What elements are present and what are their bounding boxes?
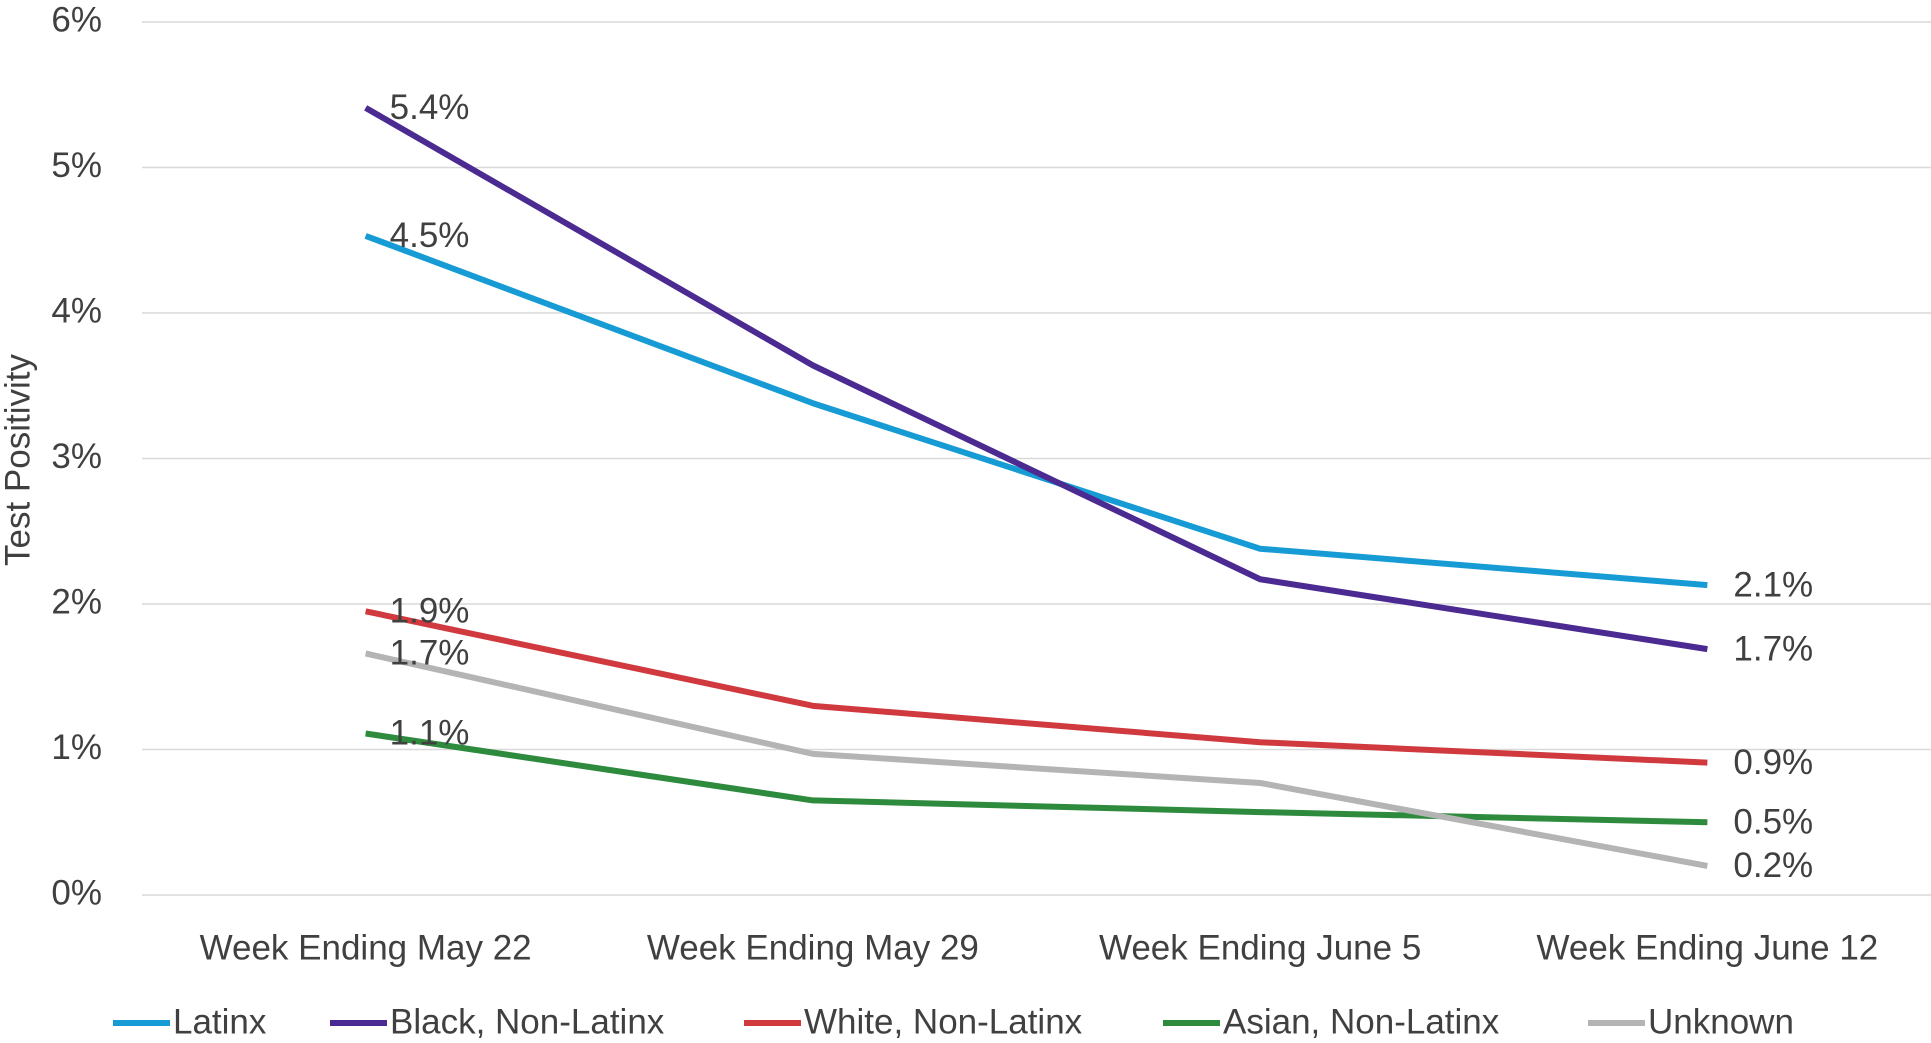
data-label: 2.1% [1733, 565, 1813, 604]
series-line [364, 105, 1708, 653]
data-label: 1.9% [390, 592, 470, 631]
data-label: 5.4% [390, 88, 470, 127]
y-tick-label: 5% [51, 146, 102, 185]
legend-label: Latinx [173, 1002, 267, 1041]
data-label: 1.1% [390, 714, 470, 753]
series-line [365, 608, 1708, 766]
x-tick-label: Week Ending May 29 [647, 928, 979, 967]
data-label: 1.7% [390, 634, 470, 673]
y-tick-label: 4% [51, 291, 102, 330]
x-tick-label: Week Ending June 5 [1099, 928, 1421, 967]
y-tick-label: 3% [51, 437, 102, 476]
data-label: 0.9% [1733, 743, 1813, 782]
legend-label: Asian, Non-Latinx [1223, 1002, 1500, 1041]
legend-label: White, Non-Latinx [804, 1002, 1083, 1041]
legend-label: Black, Non-Latinx [390, 1002, 665, 1041]
y-tick-label: 0% [51, 873, 102, 912]
series-line [365, 730, 1708, 826]
data-label: 1.7% [1733, 629, 1813, 668]
series-line [364, 650, 1708, 869]
series-line [364, 233, 1708, 589]
data-label: 0.5% [1733, 803, 1813, 842]
y-tick-label: 1% [51, 728, 102, 767]
y-axis-title: Test Positivity [0, 354, 37, 566]
data-label: 0.2% [1733, 846, 1813, 885]
y-tick-label: 6% [51, 0, 102, 39]
y-tick-label: 2% [51, 582, 102, 621]
x-tick-label: Week Ending June 12 [1536, 928, 1878, 967]
data-label: 4.5% [390, 216, 470, 255]
x-tick-label: Week Ending May 22 [200, 928, 532, 967]
legend-label: Unknown [1648, 1002, 1794, 1041]
